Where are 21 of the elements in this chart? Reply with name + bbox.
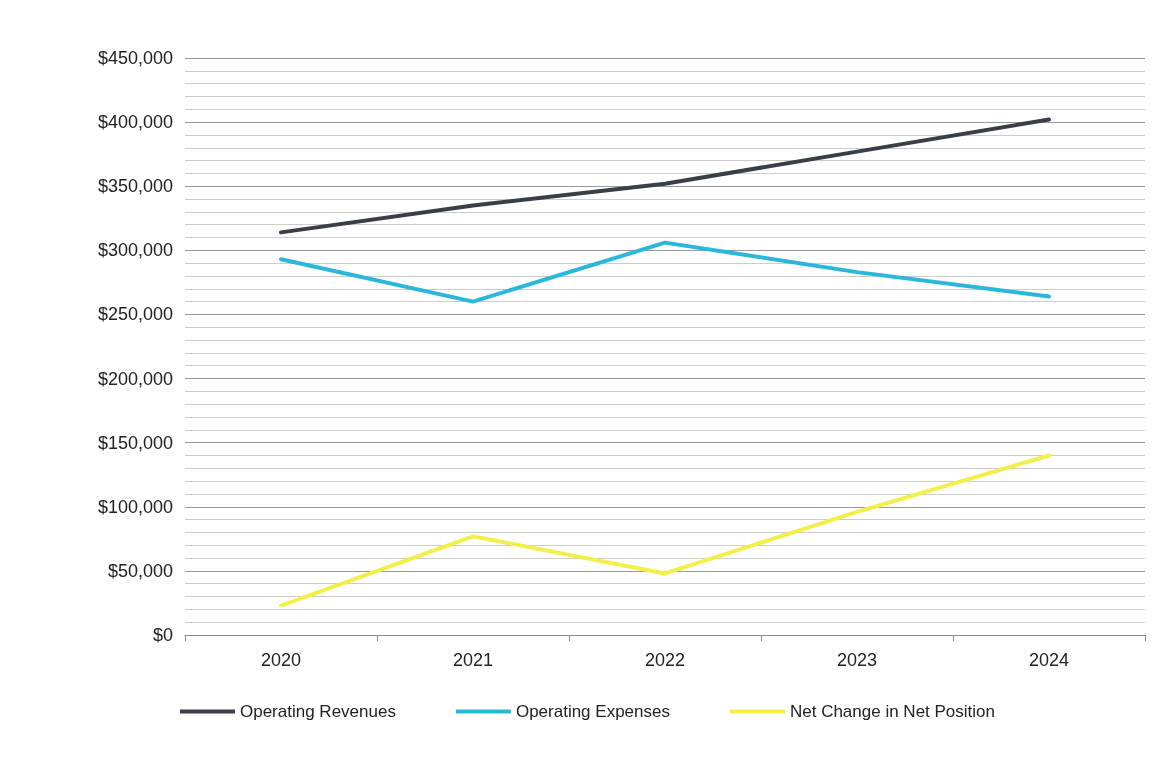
line-series <box>279 453 1051 608</box>
y-tick-label: $450,000 <box>97 48 173 68</box>
x-tick-label: 2021 <box>452 650 494 670</box>
x-tick-label: 2020 <box>260 650 302 670</box>
y-tick-label: $200,000 <box>97 368 173 389</box>
y-tick-label: $250,000 <box>97 304 173 325</box>
line-series <box>279 117 1051 235</box>
legend-label: Operating Expenses <box>515 702 670 721</box>
line-series <box>279 240 1051 304</box>
x-tick-label: 2024 <box>1028 650 1070 670</box>
x-tick-label: 2023 <box>836 650 878 670</box>
y-tick-label: $350,000 <box>97 176 173 197</box>
y-tick-label: $400,000 <box>97 112 173 133</box>
y-tick-label: $0 <box>152 625 173 645</box>
x-tick-label: 2022 <box>644 650 686 670</box>
legend-label: Operating Revenues <box>239 702 396 721</box>
y-tick-label: $150,000 <box>97 432 173 453</box>
y-tick-label: $300,000 <box>97 240 173 261</box>
y-tick-label: $100,000 <box>97 496 173 517</box>
y-tick-label: $50,000 <box>107 560 173 581</box>
legend-label: Net Change in Net Position <box>789 702 996 721</box>
